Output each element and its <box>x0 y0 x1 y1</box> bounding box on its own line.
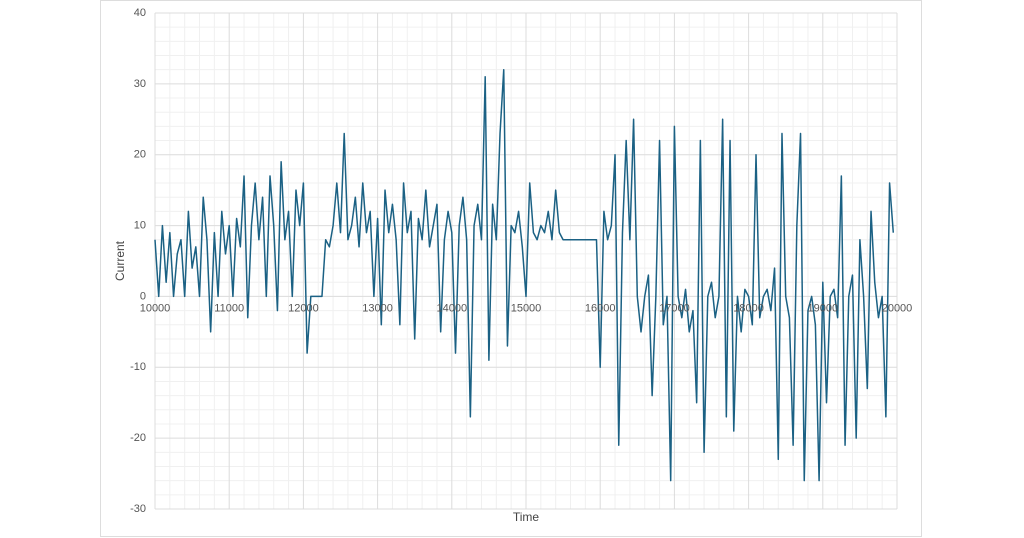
y-tick-label: -20 <box>130 432 146 444</box>
y-tick-label: 30 <box>134 78 146 90</box>
x-tick-label: 10000 <box>140 302 171 314</box>
labels: 10000 11000 12000 13000 14000 15000 16000 17000… <box>130 7 912 515</box>
y-tick-label: 10 <box>134 219 146 231</box>
plot <box>154 68 895 482</box>
data-line <box>154 68 895 482</box>
x-tick-label: 13000 <box>362 302 393 314</box>
x-tick-label: 14000 <box>437 302 468 314</box>
x-tick-label: 19000 <box>808 302 839 314</box>
y-tick-label: 20 <box>134 149 146 161</box>
y-tick-label: 0 <box>140 290 146 302</box>
x-tick-label: 20000 <box>882 302 913 314</box>
y-tick-label: 40 <box>134 7 146 19</box>
x-tick-label: 12000 <box>288 302 319 314</box>
y-tick-label: -30 <box>130 503 146 515</box>
x-tick-label: 17000 <box>659 302 690 314</box>
y-tick-label: -10 <box>130 361 146 373</box>
x-tick-label: 16000 <box>585 302 616 314</box>
x-tick-label: 15000 <box>511 302 542 314</box>
x-tick-label: 11000 <box>214 302 244 314</box>
y-axis-title: Current <box>113 240 127 281</box>
grid <box>154 12 898 510</box>
x-tick-label: 18000 <box>733 302 764 314</box>
x-axis-title: Time <box>513 510 540 524</box>
